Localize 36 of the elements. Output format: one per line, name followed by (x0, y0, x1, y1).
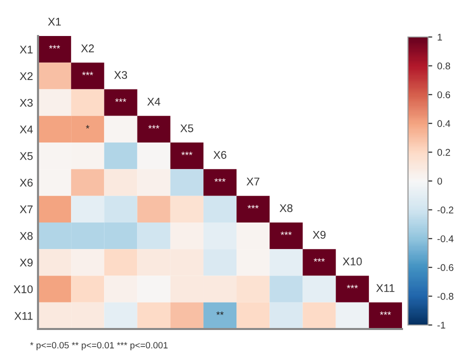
color-bar-label: 0.4 (437, 120, 450, 128)
data-label: *** (49, 45, 60, 49)
data-label: *** (380, 312, 391, 315)
color-bar-label: 0 (437, 178, 442, 185)
color-bar-label: -0.4 (437, 235, 454, 242)
y-tick-label: X3 (20, 98, 33, 107)
data-label: *** (115, 98, 126, 102)
color-bar-label: -0.6 (437, 264, 454, 272)
y-tick-label: X7 (20, 206, 33, 214)
y-tick-label: X4 (20, 126, 33, 134)
data-label: *** (346, 284, 358, 288)
y-tick-label: X11 (14, 312, 33, 320)
y-tick-label: X5 (20, 152, 33, 160)
y-tick-label: X9 (20, 258, 33, 267)
color-bar-label: 0.6 (437, 91, 450, 98)
color-bar-label: -1 (437, 322, 446, 329)
data-label: *** (214, 178, 226, 182)
y-tick-label: X8 (20, 232, 33, 240)
data-label: * (86, 125, 90, 128)
y-tick-label: X2 (20, 72, 33, 80)
data-label: *** (82, 72, 94, 76)
data-label: *** (248, 204, 259, 208)
data-label: *** (148, 125, 160, 128)
text: * p<=0.05 ** p<=0.01 *** p<=0.001 (30, 342, 168, 350)
y-tick-label: X10 (14, 285, 33, 294)
y-tick-label: X1 (20, 46, 33, 54)
data-label: ** (216, 312, 224, 315)
color-bar-label: 0.2 (437, 148, 450, 156)
color-bar-label: -0.2 (437, 206, 454, 214)
data-label: *** (280, 232, 292, 236)
data-label: *** (181, 152, 192, 156)
y-tick-label: X6 (20, 178, 33, 187)
data-label: *** (314, 258, 325, 262)
color-bar-label: -0.8 (437, 292, 454, 300)
color-bar-label: 1 (438, 34, 442, 41)
color-bar-label: 0.8 (437, 62, 450, 70)
